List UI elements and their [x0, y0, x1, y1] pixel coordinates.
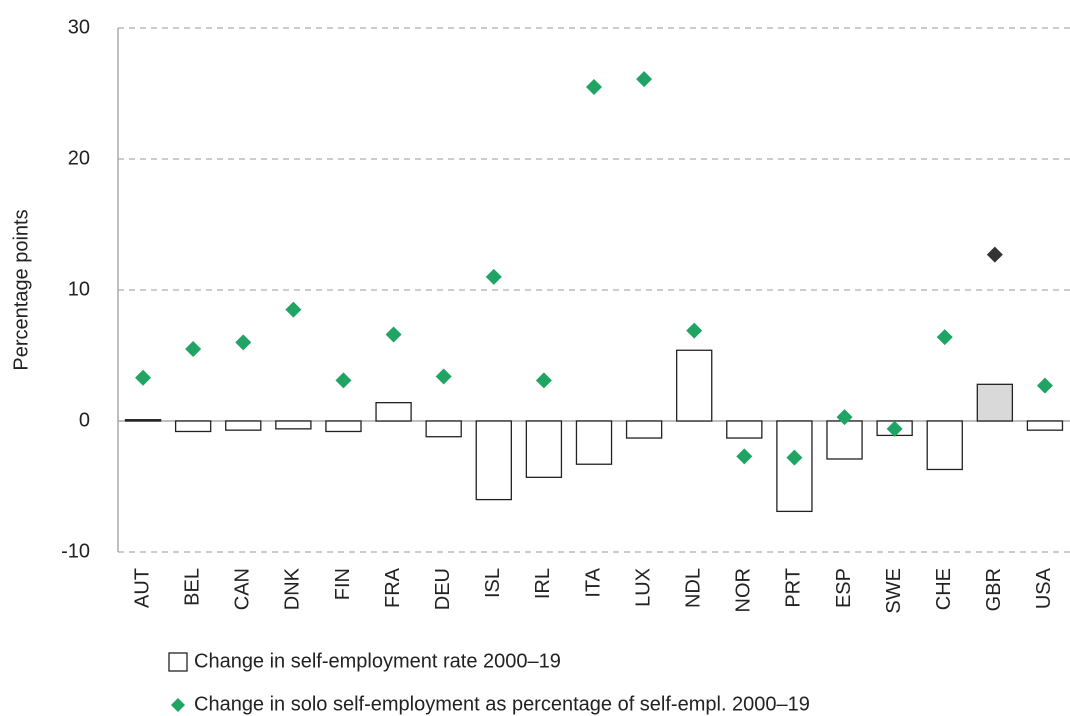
bar: [826, 420, 863, 460]
bar: [124, 419, 162, 422]
diamond-marker: [836, 409, 853, 426]
bar: [525, 420, 563, 478]
bar: [1026, 420, 1064, 431]
diamond-marker: [986, 246, 1003, 263]
bar: [926, 420, 963, 471]
x-tick-label: BEL: [181, 568, 203, 606]
legend-swatch: [171, 698, 185, 712]
y-tick-label: 20: [68, 147, 90, 169]
y-tick-label: 10: [68, 278, 90, 300]
diamond-marker: [135, 369, 152, 386]
x-tick-label: ITA: [582, 567, 604, 597]
x-tick-label: SWE: [883, 568, 905, 614]
legend-swatch: [168, 652, 188, 672]
bar: [625, 420, 663, 439]
diamond-marker: [335, 372, 352, 389]
x-tick-label: FIN: [332, 568, 354, 600]
diamond-marker: [1036, 377, 1053, 394]
bar: [325, 420, 362, 433]
x-tick-label: CAN: [232, 568, 254, 610]
x-tick-label: ISL: [482, 568, 504, 598]
diamond-marker: [936, 329, 953, 346]
legend-label: Change in self-employment rate 2000–19: [194, 650, 561, 672]
x-tick-label: PRT: [783, 568, 805, 608]
bar: [976, 383, 1014, 422]
bar: [225, 420, 262, 431]
y-axis-label: Percentage points: [10, 209, 32, 370]
bar: [776, 420, 813, 513]
bar: [275, 420, 312, 430]
x-tick-label: AUT: [131, 568, 153, 608]
y-tick-label: -10: [61, 540, 90, 562]
bar: [375, 402, 412, 422]
y-tick-label: 0: [79, 409, 90, 431]
diamond-marker: [586, 78, 602, 95]
bar: [425, 420, 462, 438]
diamond-marker: [385, 326, 402, 343]
bar: [475, 420, 512, 501]
x-tick-label: LUX: [632, 568, 654, 607]
diamond-marker: [185, 340, 202, 357]
diamond-marker: [636, 71, 653, 88]
bar: [575, 420, 613, 465]
bar: [676, 349, 713, 422]
x-tick-label: NOR: [733, 568, 755, 612]
x-tick-label: DNK: [282, 567, 304, 610]
diamond-marker: [435, 368, 452, 385]
y-tick-label: 30: [68, 16, 90, 38]
bar: [174, 420, 212, 433]
x-tick-label: IRL: [532, 568, 554, 599]
diamond-marker: [736, 448, 753, 465]
diamond-marker: [786, 449, 803, 466]
x-tick-label: FRA: [382, 567, 404, 608]
diamond-marker: [485, 268, 502, 285]
diamond-marker: [886, 420, 903, 437]
x-tick-label: CHE: [933, 568, 955, 610]
diamond-marker: [285, 301, 302, 318]
x-tick-label: GBR: [983, 568, 1005, 611]
diamond-marker: [235, 334, 252, 351]
bar: [726, 420, 763, 439]
x-tick-label: NDL: [682, 568, 704, 608]
diamond-marker: [686, 322, 703, 339]
x-tick-label: ESP: [833, 568, 855, 608]
x-tick-label: DEU: [432, 568, 454, 610]
legend-label: Change in solo self-employment as percen…: [194, 693, 810, 715]
diamond-marker: [535, 372, 552, 389]
x-tick-label: USA: [1033, 567, 1055, 609]
